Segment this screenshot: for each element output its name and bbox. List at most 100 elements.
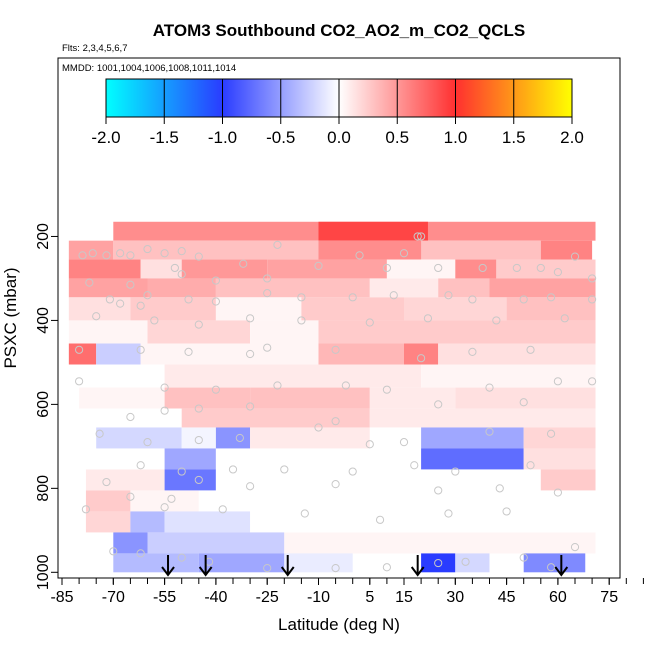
sample-point — [177, 553, 186, 562]
x-tick-label: 15 — [395, 589, 413, 606]
sample-point — [553, 377, 563, 386]
heatmap-cell — [68, 259, 141, 279]
heatmap-cell — [96, 343, 141, 365]
sample-point — [434, 400, 443, 409]
heatmap-cell — [267, 259, 387, 279]
sample-point — [235, 433, 244, 443]
sample-point — [560, 314, 569, 323]
sample-point — [341, 381, 350, 390]
colorbar: -2.0 -1.5 -1.0 -0.5 0.0 0.5 1.0 1.5 2.0 — [91, 78, 584, 147]
sample-point — [177, 247, 186, 256]
sample-point — [143, 244, 152, 254]
x-tick-label: 30 — [446, 589, 464, 606]
sample-point — [194, 475, 203, 485]
heatmap-cell — [404, 297, 507, 321]
heatmap-cell — [130, 490, 199, 512]
heatmap-cell — [506, 297, 596, 321]
y-tick-label: 800 — [35, 475, 52, 502]
heatmap-cell — [318, 320, 596, 344]
x-axis: -85 -70 -55 -40 -25 -10 5 15 30 45 60 75 — [50, 578, 644, 606]
x-tick-label: 45 — [498, 589, 516, 606]
sample-point — [468, 347, 477, 357]
x-tick-label: -70 — [102, 589, 125, 606]
heatmap-cell — [96, 448, 165, 470]
sample-point — [375, 515, 385, 524]
sample-point — [160, 406, 169, 415]
heatmap-cell — [85, 511, 131, 533]
heatmap-cell — [284, 532, 596, 554]
sample-point — [194, 252, 203, 261]
sample-point — [263, 564, 272, 573]
sample-point — [88, 249, 97, 258]
sample-point — [116, 299, 125, 308]
heatmap-cell — [68, 278, 148, 298]
sample-point — [434, 558, 443, 568]
sample-point — [389, 291, 398, 300]
sample-point — [451, 467, 460, 476]
sample-point — [81, 505, 91, 514]
sample-point — [468, 295, 477, 304]
sample-point — [417, 232, 426, 241]
y-axis-label: PSXC (mbar) — [1, 267, 20, 368]
heatmap-cell — [79, 408, 182, 428]
sample-point — [331, 480, 340, 489]
chart-title: ATOM3 Southbound CO2_AO2_m_CO2_QCLS — [153, 21, 525, 40]
heatmap-cell — [523, 553, 586, 573]
sample-point — [355, 251, 364, 260]
sample-point — [280, 465, 289, 474]
sample-point — [246, 402, 255, 411]
heatmap-cell — [198, 553, 285, 573]
heatmap-cell — [85, 469, 165, 491]
sample-point — [177, 270, 186, 279]
sample-point — [160, 503, 169, 512]
sample-point — [297, 293, 306, 302]
sample-point — [495, 484, 504, 493]
sample-point — [92, 312, 101, 321]
sample-point — [102, 251, 111, 260]
heatmap-cell — [421, 553, 456, 573]
heatmap-cell — [318, 240, 422, 260]
sample-point — [546, 429, 556, 438]
sample-point — [417, 354, 426, 363]
sample-point — [365, 440, 374, 449]
heatmap-cell — [113, 532, 148, 554]
x-tick-label: -85 — [50, 589, 73, 606]
sample-point — [331, 564, 340, 573]
sample-point — [273, 381, 282, 390]
heatmap-cell — [140, 259, 182, 279]
sample-point — [116, 249, 125, 258]
sample-point — [461, 557, 470, 566]
colorbar-tick-label: -2.0 — [91, 128, 120, 147]
sample-point — [126, 251, 135, 260]
heatmap-cell — [164, 469, 216, 491]
sample-point — [263, 289, 272, 298]
heatmap-cell — [250, 387, 370, 409]
sample-point — [519, 398, 528, 407]
sample-point — [136, 301, 145, 310]
sample-point — [331, 345, 340, 354]
heatmap-cell — [147, 532, 285, 554]
sample-point — [228, 465, 238, 474]
heatmap-cell — [496, 259, 596, 279]
heatmap-cell — [68, 343, 97, 365]
sample-point — [126, 412, 135, 422]
heatmap-cell — [68, 364, 165, 388]
heatmap-cell — [386, 259, 456, 279]
sample-point — [109, 547, 118, 556]
sample-point — [382, 385, 391, 394]
heatmap-cell — [250, 511, 596, 533]
colorbar-tick-label: 2.0 — [560, 128, 584, 147]
sample-point — [519, 295, 528, 304]
sample-point — [194, 435, 203, 445]
sample-point — [434, 486, 443, 495]
heatmap-cell — [215, 278, 370, 298]
x-tick-label: 5 — [365, 589, 374, 606]
heatmap-cell — [147, 320, 251, 344]
sample-point — [365, 318, 374, 327]
heatmap-cell — [523, 427, 596, 449]
sample-point — [95, 429, 104, 438]
sample-point — [167, 494, 176, 503]
sample-point — [588, 295, 597, 304]
sample-point — [184, 347, 193, 357]
